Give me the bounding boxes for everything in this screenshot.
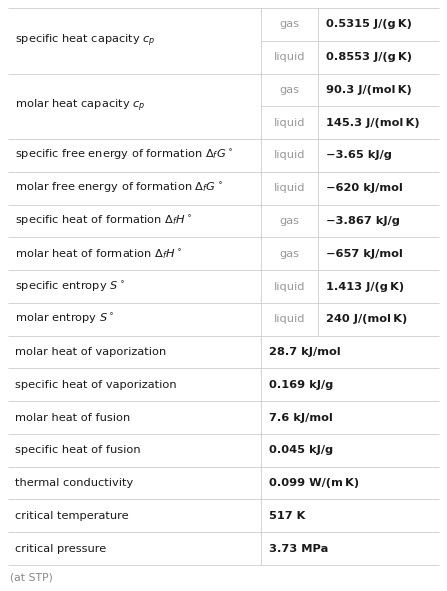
Text: specific heat capacity $c_p$: specific heat capacity $c_p$ <box>15 33 156 49</box>
Text: 0.5315 J/(g K): 0.5315 J/(g K) <box>326 20 412 30</box>
Text: −657 kJ/mol: −657 kJ/mol <box>326 249 403 259</box>
Text: gas: gas <box>280 216 300 226</box>
Text: specific heat of formation $\Delta_f H^\circ$: specific heat of formation $\Delta_f H^\… <box>15 214 192 228</box>
Text: molar heat of vaporization: molar heat of vaporization <box>15 347 166 357</box>
Text: liquid: liquid <box>274 314 306 324</box>
Text: 517 K: 517 K <box>270 511 306 521</box>
Text: 0.045 kJ/g: 0.045 kJ/g <box>270 446 333 455</box>
Text: 0.169 kJ/g: 0.169 kJ/g <box>270 380 333 390</box>
Text: 90.3 J/(mol K): 90.3 J/(mol K) <box>326 85 412 95</box>
Text: gas: gas <box>280 249 300 259</box>
Text: 0.099 W/(m K): 0.099 W/(m K) <box>270 478 359 488</box>
Text: critical pressure: critical pressure <box>15 544 106 554</box>
Text: −620 kJ/mol: −620 kJ/mol <box>326 183 403 193</box>
Text: specific entropy $S^\circ$: specific entropy $S^\circ$ <box>15 280 125 294</box>
Text: thermal conductivity: thermal conductivity <box>15 478 133 488</box>
Text: 28.7 kJ/mol: 28.7 kJ/mol <box>270 347 341 357</box>
Text: 3.73 MPa: 3.73 MPa <box>270 544 329 554</box>
Text: specific free energy of formation $\Delta_f G^\circ$: specific free energy of formation $\Delt… <box>15 148 233 163</box>
Text: 145.3 J/(mol K): 145.3 J/(mol K) <box>326 118 420 128</box>
Text: 240 J/(mol K): 240 J/(mol K) <box>326 314 408 324</box>
Text: molar heat of formation $\Delta_f H^\circ$: molar heat of formation $\Delta_f H^\cir… <box>15 247 182 261</box>
Text: liquid: liquid <box>274 52 306 62</box>
Text: liquid: liquid <box>274 183 306 193</box>
Text: liquid: liquid <box>274 118 306 128</box>
Text: gas: gas <box>280 20 300 30</box>
Text: molar heat capacity $c_p$: molar heat capacity $c_p$ <box>15 98 145 115</box>
Text: specific heat of vaporization: specific heat of vaporization <box>15 380 177 390</box>
Text: (at STP): (at STP) <box>10 573 53 583</box>
Text: −3.65 kJ/g: −3.65 kJ/g <box>326 151 392 160</box>
Text: molar entropy $S^\circ$: molar entropy $S^\circ$ <box>15 312 114 326</box>
Text: 0.8553 J/(g K): 0.8553 J/(g K) <box>326 52 412 62</box>
Text: 1.413 J/(g K): 1.413 J/(g K) <box>326 281 405 291</box>
Text: 7.6 kJ/mol: 7.6 kJ/mol <box>270 413 333 423</box>
Text: molar free energy of formation $\Delta_f G^\circ$: molar free energy of formation $\Delta_f… <box>15 181 223 195</box>
Text: liquid: liquid <box>274 281 306 291</box>
Text: −3.867 kJ/g: −3.867 kJ/g <box>326 216 400 226</box>
Text: molar heat of fusion: molar heat of fusion <box>15 413 130 423</box>
Text: gas: gas <box>280 85 300 95</box>
Text: specific heat of fusion: specific heat of fusion <box>15 446 141 455</box>
Text: critical temperature: critical temperature <box>15 511 129 521</box>
Text: liquid: liquid <box>274 151 306 160</box>
